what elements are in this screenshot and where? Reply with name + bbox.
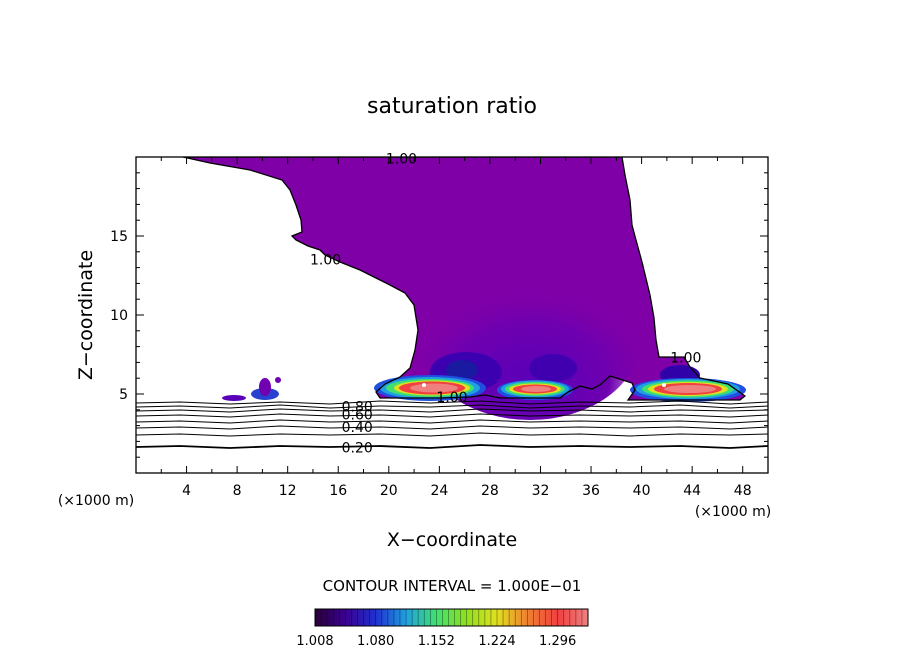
x-tick-label: 8 (233, 483, 242, 499)
colorbar-tick-label: 1.080 (357, 634, 394, 649)
contour-label: 1.00 (436, 390, 467, 406)
dark-core-left-inner (446, 360, 478, 380)
contour-label: 0.40 (342, 420, 373, 436)
dark-core-mid (529, 354, 577, 382)
hot-cell-2 (497, 380, 573, 400)
x-tick-label: 48 (734, 483, 752, 499)
y-axis-ticks: 5 10 15 (110, 172, 768, 458)
subsaturated-isolines (136, 400, 768, 449)
x-tick-label: 20 (380, 483, 398, 499)
contour-labels: 1.00 1.00 1.00 1.00 0.800.600.40 0.20 (310, 152, 701, 457)
contour-label: 0.20 (342, 441, 373, 457)
x-tick-label: 44 (683, 483, 701, 499)
x-unit-label-right: (×1000 m) (695, 504, 771, 520)
hot-cell-1 (374, 375, 486, 401)
colorbar-tick-label: 1.296 (539, 634, 576, 649)
x-tick-label: 24 (430, 483, 448, 499)
contour-field (136, 157, 768, 449)
colorbar-tick-labels: 1.008 1.080 1.152 1.224 1.296 (296, 634, 576, 649)
colorbar-swatch (314, 608, 589, 627)
x-tick-label: 12 (279, 483, 297, 499)
x-tick-label: 28 (481, 483, 499, 499)
x-unit-label-left: (×1000 m) (58, 493, 134, 509)
x-tick-label: 40 (633, 483, 651, 499)
colorbar: 1.008 1.080 1.152 1.224 1.296 (296, 608, 589, 649)
contour-interval-note: CONTOUR INTERVAL = 1.000E−01 (323, 577, 582, 595)
contour-label: 1.00 (310, 253, 341, 269)
x-axis-ticks: 4 8 12 16 20 24 28 32 36 40 44 48 (160, 157, 752, 499)
colorbar-tick-label: 1.152 (418, 634, 455, 649)
y-tick-label: 15 (110, 229, 128, 245)
contour-label: 1.00 (386, 152, 417, 168)
contour-label: 1.00 (670, 351, 701, 367)
contour-label: 0.80 (342, 400, 373, 416)
x-axis-label: X−coordinate (387, 529, 517, 551)
y-tick-label: 5 (119, 387, 128, 403)
one-isoline (182, 157, 747, 401)
hot-cell-3 (630, 378, 746, 402)
x-tick-label: 4 (182, 483, 191, 499)
colorbar-hatching (320, 609, 583, 626)
x-tick-label: 32 (532, 483, 550, 499)
contour-label: 0.60 (342, 408, 373, 424)
chart-title: saturation ratio (367, 94, 537, 119)
colorbar-tick-label: 1.008 (296, 634, 333, 649)
y-tick-label: 10 (110, 308, 128, 324)
small-cells (222, 377, 281, 401)
colorbar-tick-label: 1.224 (478, 634, 515, 649)
x-tick-label: 36 (582, 483, 600, 499)
y-axis-label: Z−coordinate (75, 250, 97, 380)
x-tick-label: 16 (329, 483, 347, 499)
